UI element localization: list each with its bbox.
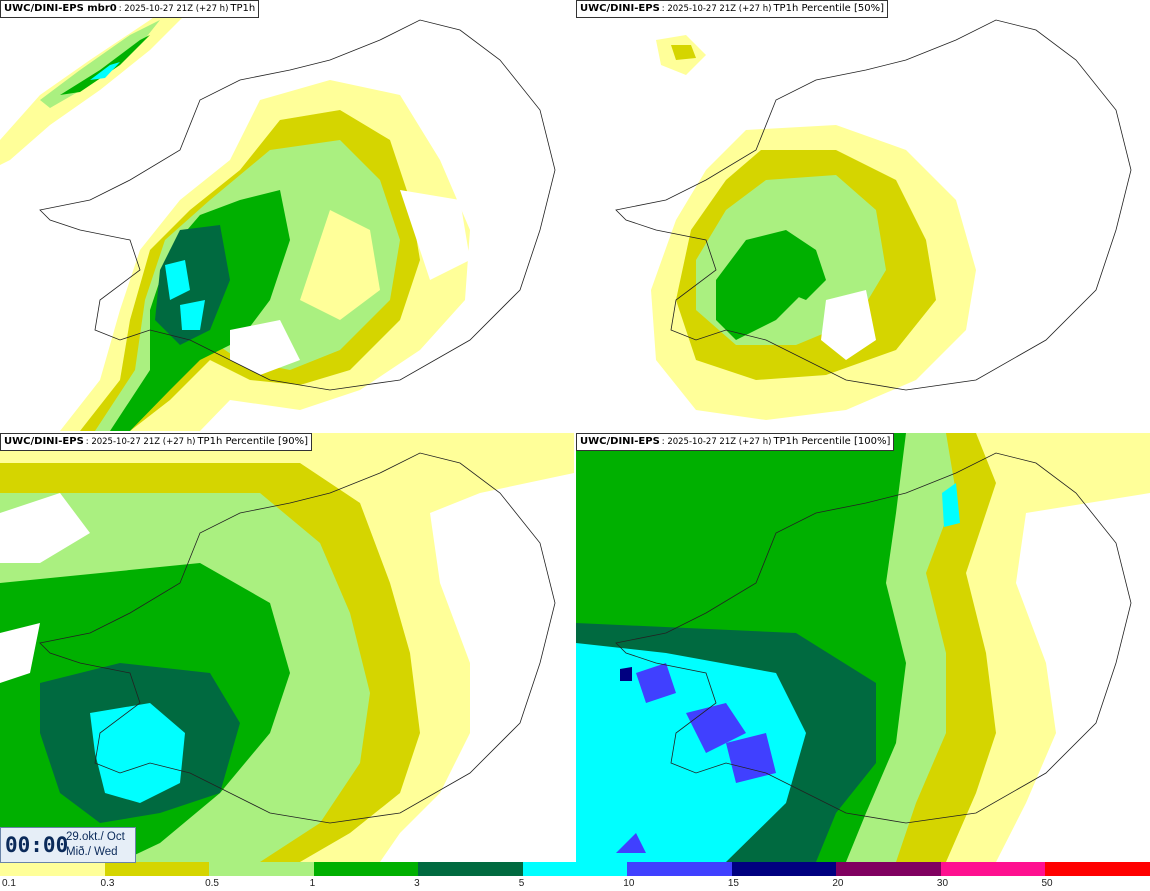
legend-swatch [209, 862, 314, 876]
legend-label: 3 [414, 878, 420, 889]
panel-model: UWC/DINI-EPS [580, 436, 660, 447]
precip-map-p90 [0, 433, 574, 862]
panel-field: TP1h [230, 3, 256, 14]
panel-title-p50: UWC/DINI-EPS: 2025-10-27 21Z (+27 h) TP1h… [576, 0, 888, 18]
legend-label: 30 [936, 878, 949, 889]
legend-swatch [418, 862, 523, 876]
legend-swatch [836, 862, 941, 876]
panel-title-p90: UWC/DINI-EPS: 2025-10-27 21Z (+27 h) TP1h… [0, 433, 312, 451]
panel-model: UWC/DINI-EPS [580, 3, 660, 14]
legend-label: 10 [623, 878, 635, 889]
color-legend: 0.1 0.3 0.5 1 3 5 10 15 20 30 50 [0, 862, 1150, 891]
panel-title-p100: UWC/DINI-EPS: 2025-10-27 21Z (+27 h) TP1h… [576, 433, 895, 451]
panel-meta: : 2025-10-27 21Z (+27 h) [85, 437, 196, 447]
valid-time-date: 29.okt./ Oct [66, 831, 125, 843]
legend-swatch [1045, 862, 1150, 876]
map-panel-mbr0: UWC/DINI-EPS mbr0: 2025-10-27 21Z (+27 h… [0, 0, 574, 431]
panel-field: TP1h Percentile [90%] [197, 436, 308, 447]
legend-label: 50 [1041, 878, 1053, 889]
legend-label: 5 [518, 878, 525, 889]
valid-time-weekday: Mið./ Wed [66, 846, 118, 858]
legend-swatch [104, 862, 210, 876]
panel-meta: : 2025-10-27 21Z (+27 h) [661, 4, 772, 14]
precip-map-mbr0 [0, 0, 556, 431]
legend-label: 0.5 [205, 878, 219, 889]
legend-swatch [522, 862, 628, 876]
panel-meta: : 2025-10-27 21Z (+27 h) [661, 437, 772, 447]
map-panel-p100: UWC/DINI-EPS: 2025-10-27 21Z (+27 h) TP1h… [576, 433, 1150, 862]
legend-label: 0.1 [2, 878, 16, 889]
legend-swatch [940, 862, 1046, 876]
map-panel-p90: UWC/DINI-EPS: 2025-10-27 21Z (+27 h) TP1h… [0, 433, 574, 862]
map-panel-p50: UWC/DINI-EPS: 2025-10-27 21Z (+27 h) TP1h… [576, 0, 1150, 431]
valid-time-box: 00:00 29.okt./ Oct Mið./ Wed [0, 827, 136, 863]
panel-divider-horizontal [0, 431, 1150, 433]
legend-label: 20 [832, 878, 844, 889]
panel-field: TP1h Percentile [100%] [773, 436, 891, 447]
precip-map-p100 [576, 433, 1150, 862]
precip-map-p50 [615, 19, 1132, 420]
legend-swatch [627, 862, 732, 876]
legend-swatch [0, 862, 105, 876]
legend-label: 1 [309, 878, 316, 889]
legend-swatch [313, 862, 419, 876]
panel-model: UWC/DINI-EPS [4, 436, 84, 447]
legend-label: 15 [727, 878, 739, 889]
legend-swatch [731, 862, 837, 876]
panel-title-mbr0: UWC/DINI-EPS mbr0: 2025-10-27 21Z (+27 h… [0, 0, 260, 18]
panel-model: UWC/DINI-EPS mbr0 [4, 3, 117, 14]
valid-time-clock: 00:00 [5, 833, 69, 857]
legend-label: 0.3 [100, 878, 115, 889]
panel-meta: : 2025-10-27 21Z (+27 h) [118, 4, 229, 14]
panel-field: TP1h Percentile [50%] [773, 3, 884, 14]
legend-color-bar [0, 862, 1150, 876]
